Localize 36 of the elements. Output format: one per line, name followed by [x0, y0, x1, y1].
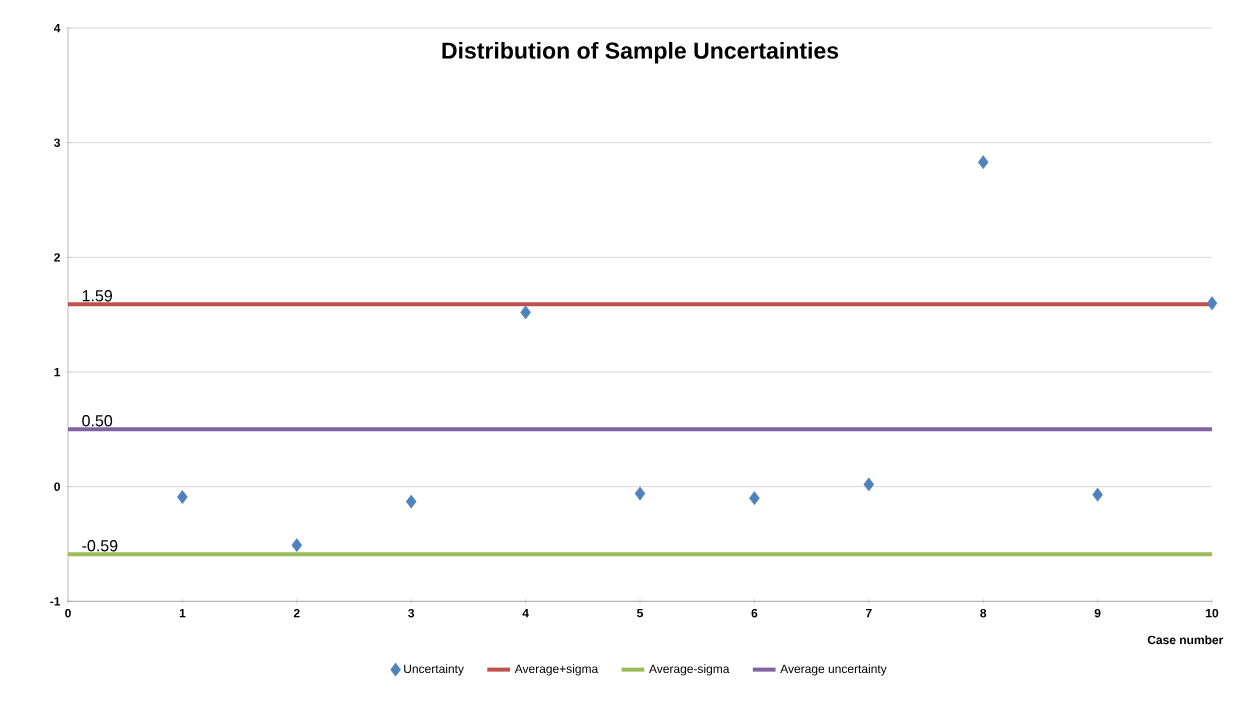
point	[749, 491, 760, 506]
y-tick-label: 4	[53, 24, 61, 33]
x-tick-label: 3	[408, 609, 415, 618]
point	[634, 486, 646, 501]
point	[291, 538, 303, 553]
legend-label: Uncertainty	[404, 664, 464, 676]
legend-label: Average-sigma	[649, 664, 730, 676]
x-tick-label: 9	[1094, 609, 1101, 618]
x-tick-label: 8	[980, 609, 987, 618]
x-tick-label: 6	[751, 609, 758, 618]
x-tick-label: 7	[866, 609, 872, 618]
x-axis-title: Case number	[1147, 635, 1224, 645]
x-tick-label: 0	[65, 609, 71, 618]
text: Distribution of Sample Uncertainties	[442, 42, 839, 64]
legend-label: Average uncertainty	[780, 664, 887, 676]
x-tick-label: 5	[637, 609, 644, 618]
annotation: 1.59	[82, 290, 112, 302]
point	[177, 490, 188, 505]
y-tick-label: -1	[50, 597, 61, 606]
x-tick-label: 4	[522, 609, 529, 618]
point	[405, 494, 417, 509]
annotation: 0.50	[82, 415, 113, 427]
point	[1206, 296, 1218, 311]
point	[1092, 487, 1103, 502]
y-tick-label: 0	[54, 482, 60, 492]
x-tick-label: 2	[293, 609, 300, 618]
y-tick-label: 1	[54, 368, 61, 377]
x-tick-label: 1	[179, 609, 186, 618]
point	[863, 477, 875, 492]
point	[520, 305, 531, 320]
y-tick-label: 2	[54, 253, 60, 262]
x-tick-label: 10	[1206, 609, 1219, 618]
y-tick-label: 3	[54, 138, 61, 148]
point	[977, 155, 989, 170]
legend-label: Average+sigma	[514, 664, 599, 676]
annotation: -0.59	[82, 540, 118, 552]
